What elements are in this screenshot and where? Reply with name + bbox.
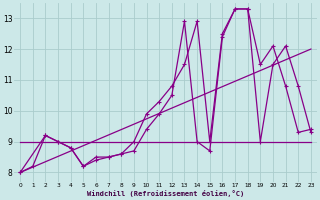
X-axis label: Windchill (Refroidissement éolien,°C): Windchill (Refroidissement éolien,°C) [87,190,244,197]
